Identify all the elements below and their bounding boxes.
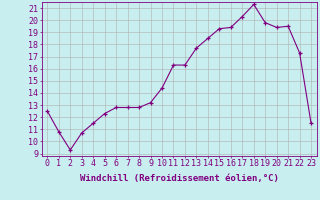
X-axis label: Windchill (Refroidissement éolien,°C): Windchill (Refroidissement éolien,°C) [80, 174, 279, 183]
